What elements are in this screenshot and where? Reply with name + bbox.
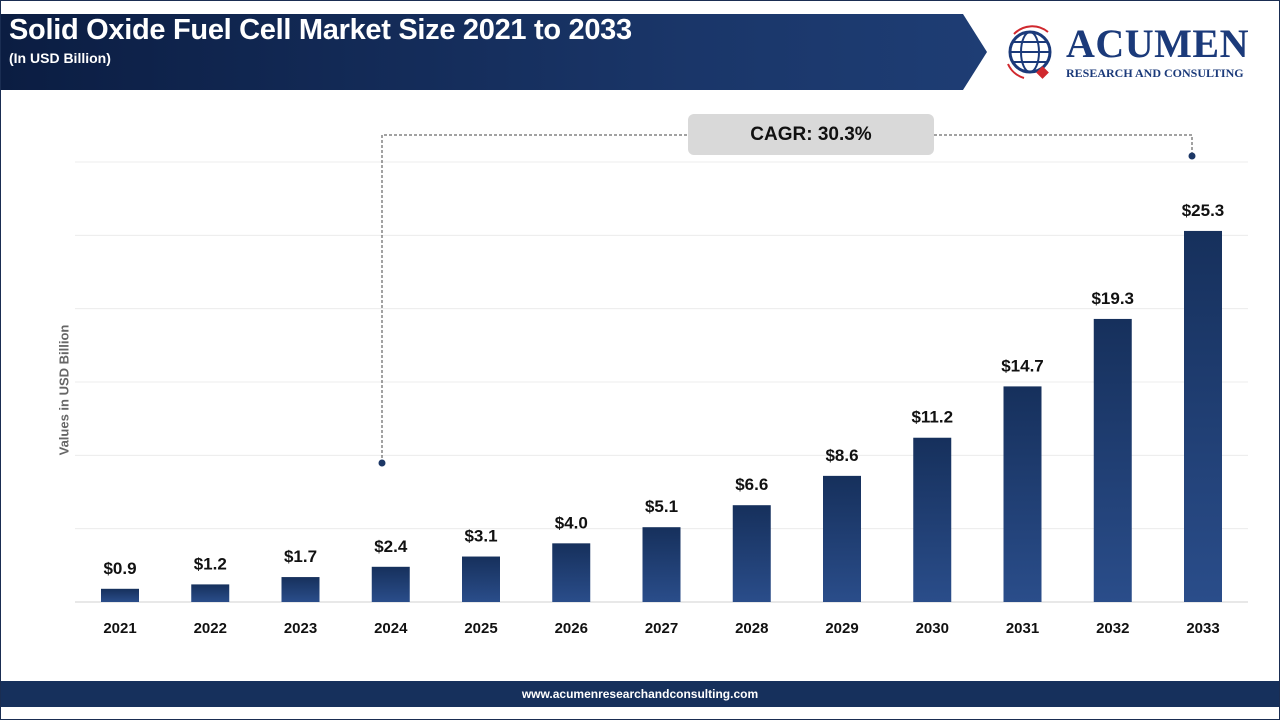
data-label: $1.7 [284, 547, 317, 566]
globe-icon [1007, 25, 1052, 79]
x-tick-label: 2026 [555, 620, 588, 637]
bar-2023 [281, 577, 320, 602]
data-label: $0.9 [103, 559, 136, 578]
data-label: $11.2 [911, 408, 953, 427]
acumen-logo: ACUMEN RESEARCH AND CONSULTING [1004, 21, 1264, 84]
bar-2033 [1184, 230, 1222, 602]
bar-2027 [642, 527, 681, 602]
data-label: $19.3 [1091, 289, 1134, 308]
x-tick-label: 2021 [103, 620, 136, 637]
data-label: $25.3 [1182, 201, 1225, 220]
x-tick-label: 2030 [916, 620, 949, 637]
bar-2032 [1093, 318, 1132, 602]
x-tick-label: 2027 [645, 620, 678, 637]
x-tick-label: 2031 [1006, 620, 1039, 637]
bar-2026 [552, 543, 591, 602]
data-label: $6.6 [735, 475, 768, 494]
x-tick-label: 2033 [1186, 620, 1219, 637]
cagr-badge: CAGR: 30.3% [688, 114, 934, 155]
data-label: $1.2 [194, 554, 227, 573]
x-tick-label: 2032 [1096, 620, 1129, 637]
logo-wordmark: ACUMEN [1066, 21, 1249, 66]
data-label: $14.7 [1001, 356, 1044, 375]
bar-2030 [913, 437, 952, 602]
data-label: $3.1 [464, 527, 497, 546]
bar-2022 [191, 584, 230, 602]
bar-2024 [371, 566, 410, 602]
chart-title: Solid Oxide Fuel Cell Market Size 2021 t… [9, 14, 632, 46]
footer-url[interactable]: www.acumenresearchandconsulting.com [1, 681, 1279, 707]
data-label: $4.0 [555, 513, 588, 532]
x-tick-label: 2023 [284, 620, 317, 637]
x-tick-label: 2024 [374, 620, 408, 637]
chart-subtitle: (In USD Billion) [9, 50, 111, 66]
x-tick-label: 2029 [825, 620, 858, 637]
bar-2028 [732, 505, 771, 602]
x-tick-label: 2025 [464, 620, 497, 637]
x-tick-label: 2028 [735, 620, 768, 637]
cagr-connector [378, 134, 1196, 467]
title-banner [1, 14, 987, 90]
x-tick-label: 2022 [194, 620, 227, 637]
data-label: $2.4 [374, 537, 408, 556]
data-label: $8.6 [825, 446, 858, 465]
logo-tagline: RESEARCH AND CONSULTING [1066, 66, 1244, 80]
bar-2031 [1003, 386, 1042, 602]
bar-2025 [462, 556, 500, 602]
bar-2021 [101, 588, 139, 602]
data-label: $5.1 [645, 497, 678, 516]
bar-2029 [823, 475, 861, 602]
